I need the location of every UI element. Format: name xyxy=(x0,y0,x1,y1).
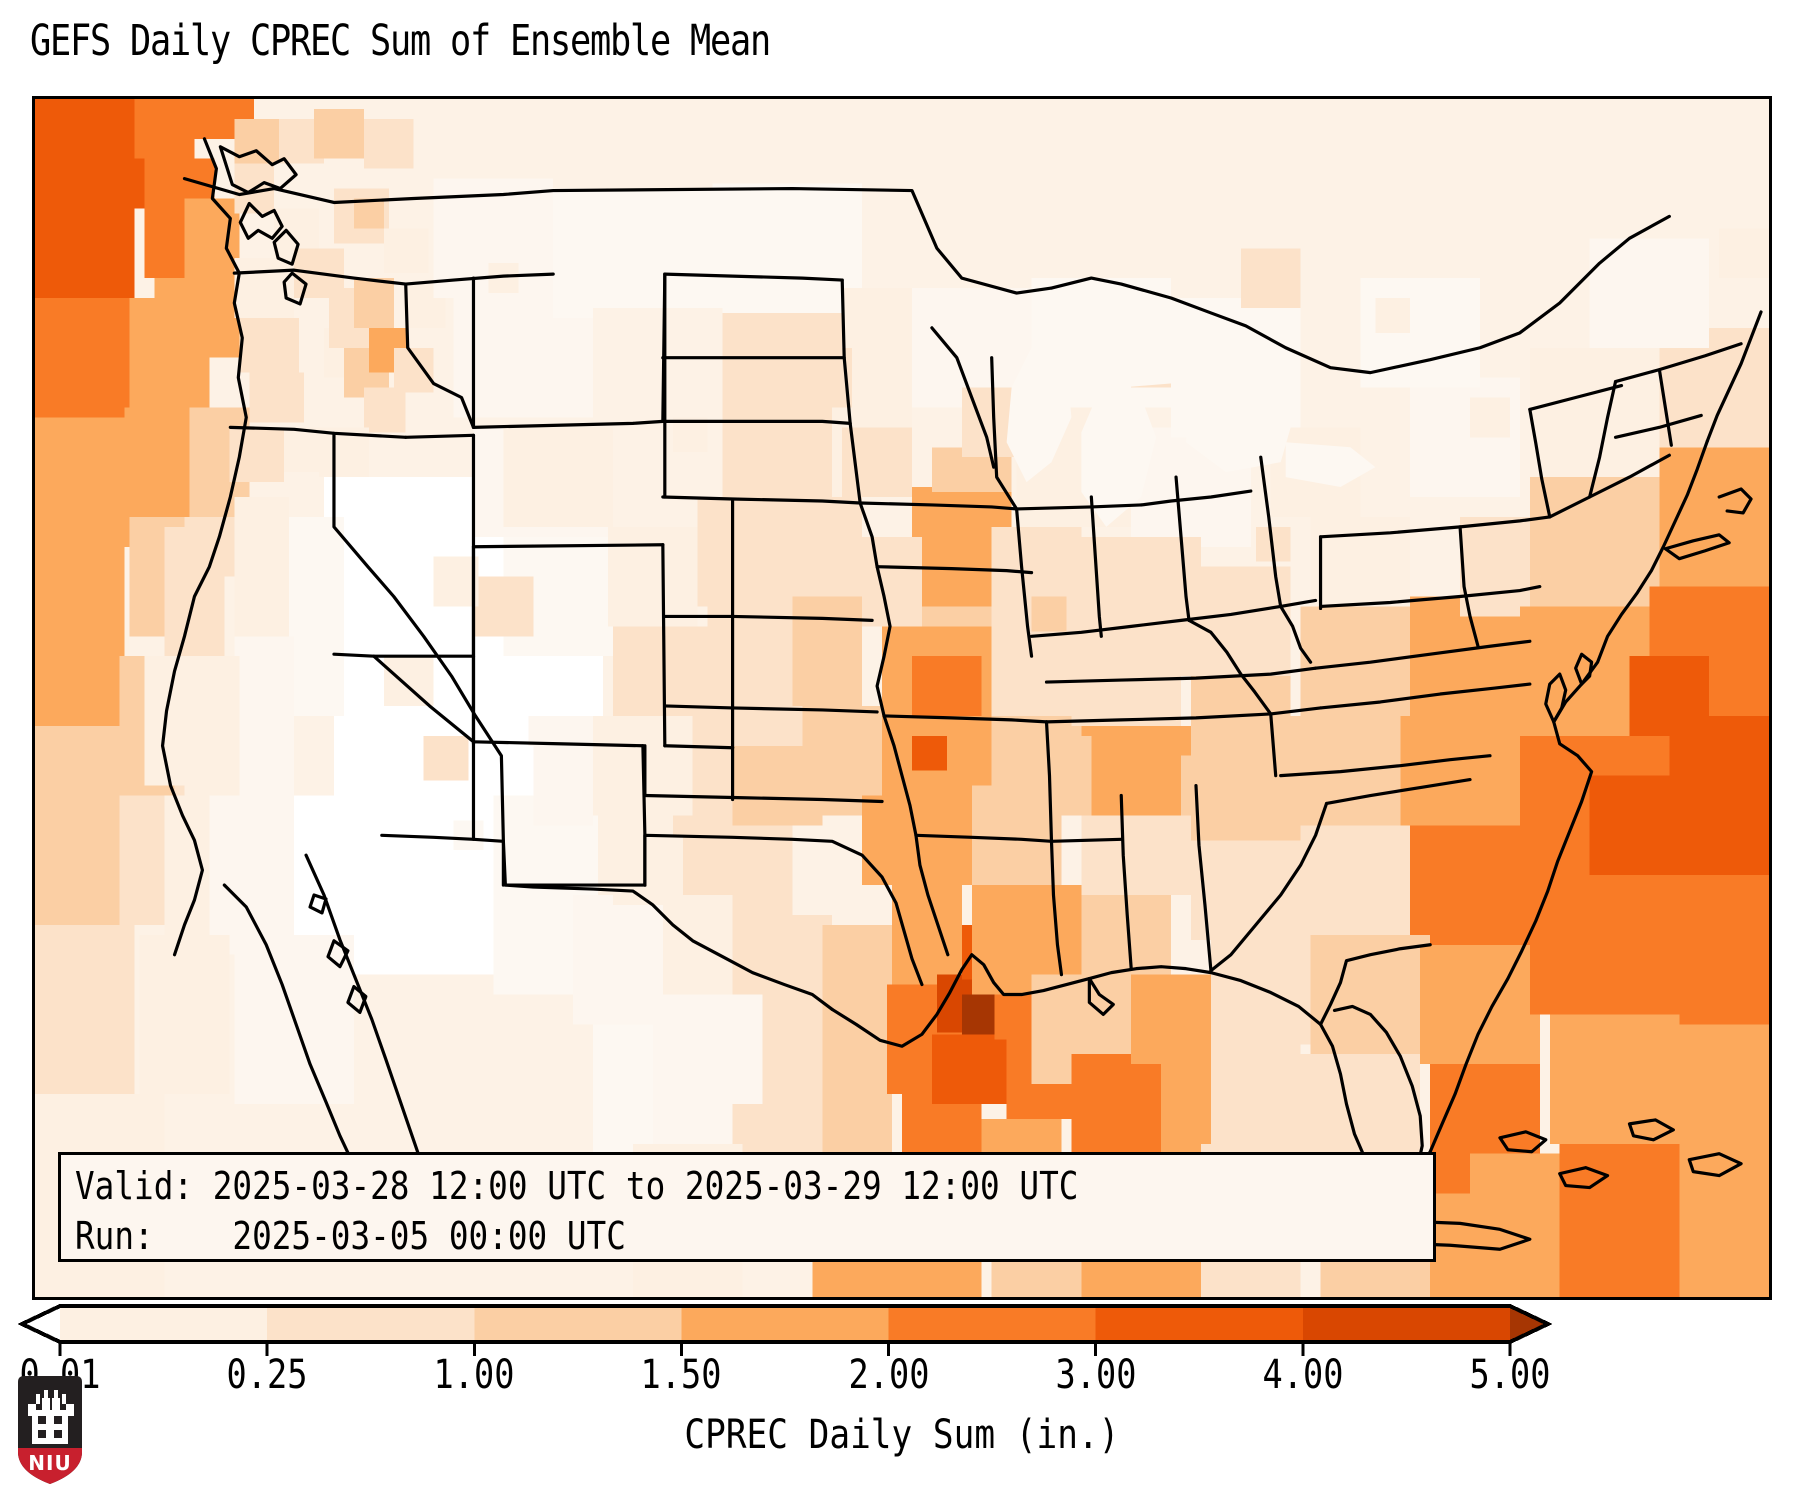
colorbar-tick-label: 2.00 xyxy=(848,1352,930,1398)
colorbar-tick-label: 0.25 xyxy=(226,1352,308,1398)
colorbar-over-arrow xyxy=(1510,1306,1548,1342)
colorbar-svg xyxy=(17,1304,1553,1356)
great-lakes-water xyxy=(1006,288,1376,527)
colorbar-band xyxy=(474,1306,682,1342)
colorbar-tick-label: 4.00 xyxy=(1262,1352,1344,1398)
colorbar-title: CPREC Daily Sum (in.) xyxy=(0,1412,1803,1458)
run-time-line: Run: 2025-03-05 00:00 UTC xyxy=(75,1214,626,1258)
colorbar-under-arrow xyxy=(22,1306,60,1342)
niu-logo: NIU xyxy=(14,1374,86,1486)
castle-windows xyxy=(38,1416,62,1438)
colorbar-band xyxy=(267,1306,475,1342)
colorbar-band xyxy=(1302,1306,1511,1342)
precipitation-grid xyxy=(35,99,1769,1297)
niu-wordmark: NIU xyxy=(28,1451,71,1475)
map-canvas xyxy=(35,99,1769,1297)
colorbar-bands xyxy=(17,1304,1553,1344)
colorbar-band xyxy=(888,1306,1097,1342)
colorbar-ticks xyxy=(58,1342,1512,1356)
colorbar-tick-label: 5.00 xyxy=(1469,1352,1551,1398)
map-boundaries xyxy=(160,137,1763,1251)
shield-red-band xyxy=(18,1448,82,1484)
colorbar-tick-label: 1.50 xyxy=(640,1352,722,1398)
page-title: GEFS Daily CPREC Sum of Ensemble Mean xyxy=(30,16,771,66)
colorbar-tick-label: 3.00 xyxy=(1055,1352,1137,1398)
colorbar-title-text: CPREC Daily Sum (in.) xyxy=(684,1412,1119,1458)
forecast-info-box: Valid: 2025-03-28 12:00 UTC to 2025-03-2… xyxy=(58,1152,1436,1262)
niu-shield-icon: NIU xyxy=(18,1376,82,1484)
colorbar xyxy=(0,1300,1803,1360)
colorbar-band xyxy=(681,1306,890,1342)
colorbar-band xyxy=(1095,1306,1304,1342)
colorbar-tick-labels: 0.01 0.25 1.00 1.50 2.00 3.00 4.00 5.00 xyxy=(0,1352,1803,1412)
valid-time-line: Valid: 2025-03-28 12:00 UTC to 2025-03-2… xyxy=(75,1164,1079,1208)
colorbar-band xyxy=(60,1306,268,1342)
colorbar-tick-label: 1.00 xyxy=(433,1352,515,1398)
precipitation-map xyxy=(32,96,1772,1300)
castle-icon xyxy=(28,1390,74,1444)
